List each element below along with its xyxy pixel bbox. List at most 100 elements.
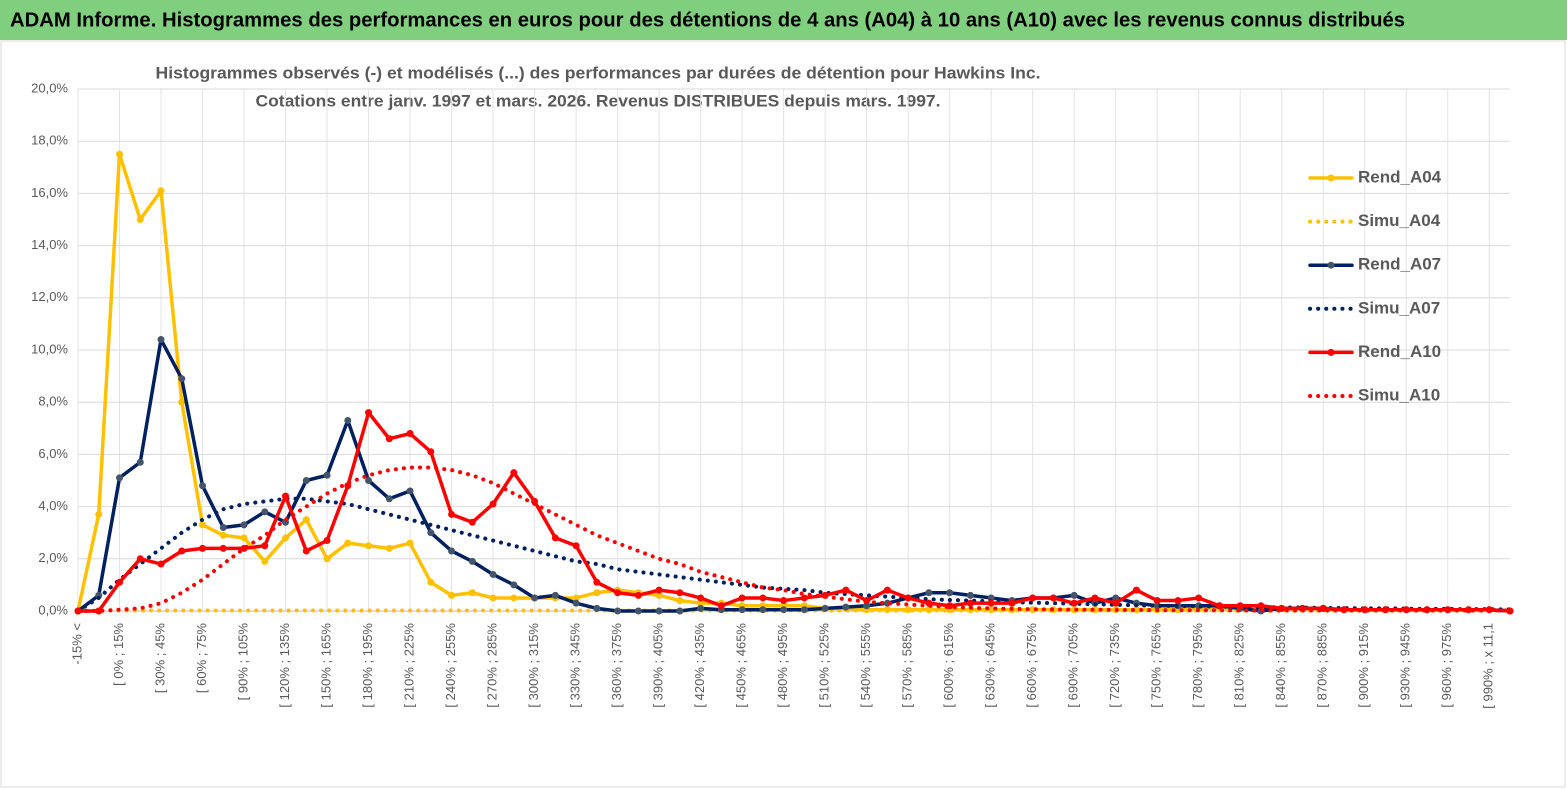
point-marker [95,510,103,518]
point-marker [510,469,518,477]
point-marker [219,523,227,531]
point-marker [572,599,580,607]
legend-label: Simu_A10 [1358,385,1440,404]
point-marker [572,542,580,550]
point-marker [1506,607,1514,615]
point-marker [95,607,103,615]
y-tick-label: 4,0% [38,498,68,513]
point-marker [489,500,497,508]
y-tick-label: 2,0% [38,550,68,565]
x-tick-label: [ 300% ; 315% [526,623,541,708]
y-tick-label: 8,0% [38,394,68,409]
point-marker [1132,586,1140,594]
point-marker [468,518,476,526]
x-tick-label: [ 750% ; 765% [1149,623,1164,708]
point-marker [178,547,186,555]
point-marker [1070,599,1078,607]
point-marker [448,591,456,599]
point-marker [1008,599,1016,607]
x-tick-label: [ 720% ; 735% [1107,623,1122,708]
point-marker [863,602,871,610]
point-marker [904,606,912,614]
point-marker [551,591,559,599]
point-marker [489,570,497,578]
header-bar [0,0,1567,40]
y-tick-label: 12,0% [31,289,68,304]
point-marker [614,589,622,597]
point-marker [780,597,788,605]
point-marker [572,594,580,602]
x-tick-label: [ 570% ; 585% [900,623,915,708]
point-marker [136,555,144,563]
x-tick-label: [ 150% ; 165% [318,623,333,708]
chart-subtitle: Cotations entre janv. 1997 et mars. 2026… [256,91,941,110]
point-marker [116,474,124,482]
series-line [76,465,1512,613]
point-marker [302,477,310,484]
x-tick-label: [ 870% ; 885% [1315,623,1330,708]
legend-marker [1327,174,1335,182]
x-tick-label: [ 180% ; 195% [360,623,375,708]
point-marker [987,599,995,607]
point-marker [178,398,186,406]
point-marker [406,487,414,495]
point-marker [136,216,144,223]
point-marker [800,606,808,614]
point-marker [385,435,393,443]
point-marker [385,495,393,503]
point-marker [738,594,746,602]
x-tick-label: [ 450% ; 465% [734,623,749,708]
point-marker [925,589,933,597]
legend-marker [1327,261,1335,269]
point-marker [676,597,684,605]
point-marker [302,516,310,524]
point-marker [1236,602,1244,610]
point-marker [1029,594,1037,602]
point-marker [1153,602,1161,610]
point-marker [1112,599,1120,607]
point-marker [323,537,331,545]
point-marker [468,589,476,597]
y-tick-label: 0,0% [38,602,68,617]
series-line [76,410,1512,613]
point-marker [323,471,331,479]
point-marker [1174,597,1182,605]
x-tick-label: [ 330% ; 345% [568,623,583,708]
point-marker [427,578,435,586]
x-tick-label: [ 600% ; 615% [941,623,956,708]
x-tick-label: -15% < [69,623,84,665]
x-tick-label: [ 810% ; 825% [1232,623,1247,708]
x-tick-label: [ 420% ; 435% [692,623,707,708]
point-marker [738,606,746,614]
legend-label: Simu_A04 [1358,211,1441,230]
y-tick-label: 6,0% [38,446,68,461]
x-tick-label: [ 480% ; 495% [775,623,790,708]
legend-label: Rend_A10 [1358,342,1441,361]
point-marker [1091,594,1099,602]
point-marker [282,534,290,542]
x-tick-label: [ 990% ; x 11,1 [1481,623,1496,709]
x-tick-label: [ 690% ; 705% [1066,623,1081,708]
point-marker [468,557,476,565]
y-tick-label: 10,0% [31,341,68,356]
x-tick-label: [ 630% ; 645% [983,623,998,708]
y-tick-label: 16,0% [31,185,68,200]
x-tick-label: [ 900% ; 915% [1356,623,1371,708]
point-marker [199,544,207,552]
point-marker [966,599,974,607]
series-line [76,337,1512,613]
x-tick-label: [ 270% ; 285% [485,623,500,708]
point-marker [1257,602,1265,610]
point-marker [510,594,518,602]
point-marker [427,529,435,537]
point-marker [676,607,684,615]
x-tick-label: [ 120% ; 135% [277,623,292,708]
point-marker [365,409,373,417]
point-marker [676,589,684,597]
point-marker [759,606,767,614]
point-marker [655,591,663,599]
x-tick-label: [ 780% ; 795% [1190,623,1205,708]
x-tick-label: [ 90% ; 105% [235,623,250,701]
point-marker [946,589,954,597]
